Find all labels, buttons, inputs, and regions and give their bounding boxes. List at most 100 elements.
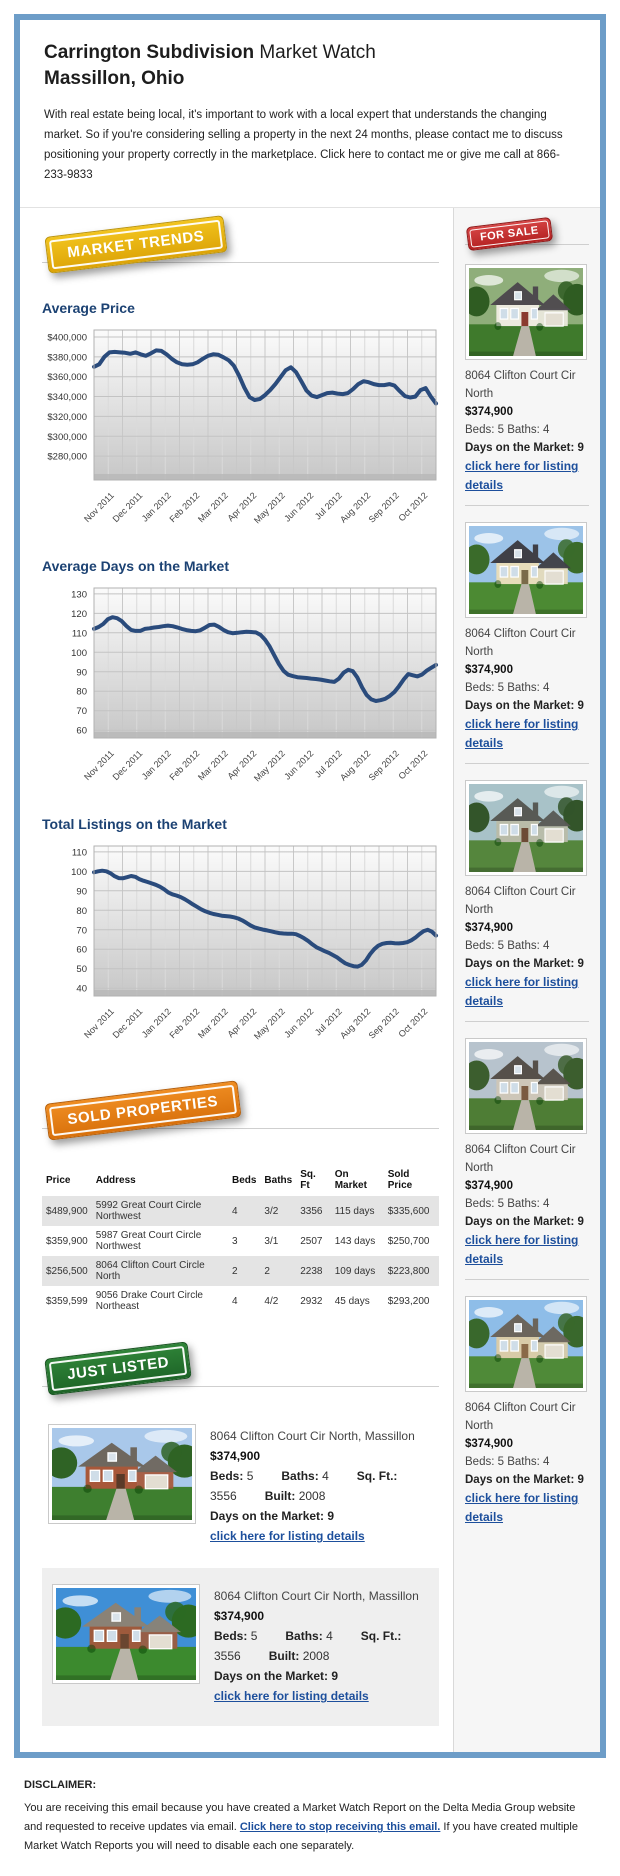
unsubscribe-link[interactable]: Click here to stop receiving this email. [239, 1821, 441, 1834]
chart-title-average-price: Average Price [42, 300, 135, 317]
for-sale-listing[interactable]: 8064 Clifton Court Cir North $374,900 Beds… [465, 1038, 589, 1281]
table-row: $359,599 9056 Drake Court Circle Northeas… [42, 1286, 439, 1316]
sold-table-header: Beds [231, 1174, 257, 1186]
page-title-rest: Market Watch [254, 42, 376, 63]
listing-details-link[interactable]: click here for listing details [214, 1689, 369, 1704]
listing-details-link[interactable]: click here for listing details [465, 1233, 579, 1267]
divider [42, 1128, 439, 1130]
report-header: Carrington Subdivision Market Watch Mass… [20, 20, 600, 199]
listing-address: 8064 Clifton Court Cir North [465, 370, 576, 401]
svg-text:Sep 2012: Sep 2012 [367, 1007, 401, 1041]
sold-table-header: Baths [264, 1174, 293, 1186]
spec: Sq. Ft.: 3556 [210, 1469, 398, 1504]
svg-text:Jun 2012: Jun 2012 [282, 1007, 315, 1040]
just-listed-list: 8064 Clifton Court Cir North, Massillon $… [42, 1410, 439, 1727]
svg-text:$320,000: $320,000 [47, 412, 87, 423]
svg-text:Mar 2012: Mar 2012 [196, 1007, 230, 1041]
listing-price: $374,900 [465, 664, 513, 677]
listing-details-link[interactable]: click here for listing details [465, 975, 579, 1009]
svg-text:$400,000: $400,000 [47, 333, 87, 344]
for-sale-sidebar: FOR SALE 8064 Clifton Court Cir North $37… [453, 208, 600, 1753]
listing-days-on-market: Days on the Market: 9 [465, 958, 584, 971]
table-cell: $489,900 [46, 1205, 88, 1217]
report-frame: Carrington Subdivision Market Watch Mass… [14, 14, 606, 1759]
property-photo [465, 522, 587, 619]
house-photo-illustration [56, 1588, 196, 1681]
for-sale-list: 8064 Clifton Court Cir North $374,900 Beds… [465, 264, 589, 1527]
listing-price: $374,900 [210, 1449, 261, 1464]
listing-address: 8064 Clifton Court Cir North [465, 1144, 576, 1175]
listing-details-link[interactable]: click here for listing details [465, 717, 579, 751]
table-cell: $250,700 [387, 1235, 430, 1247]
property-photo [48, 1424, 196, 1525]
table-row: $359,900 5987 Great Court Circle Northwes… [42, 1226, 439, 1256]
listing-details-link[interactable]: click here for listing details [210, 1529, 365, 1544]
svg-text:$280,000: $280,000 [47, 452, 87, 463]
svg-text:Dec 2011: Dec 2011 [111, 749, 145, 783]
svg-text:Dec 2011: Dec 2011 [111, 491, 145, 525]
table-cell: 3 [231, 1235, 238, 1247]
svg-text:60: 60 [76, 945, 87, 956]
svg-text:May 2012: May 2012 [252, 1007, 287, 1042]
listing-price: $374,900 [465, 406, 513, 419]
table-cell: 9056 Drake Court Circle Northeast [95, 1290, 203, 1313]
listing-address: 8064 Clifton Court Cir North, Massillon [210, 1429, 415, 1444]
svg-text:60: 60 [76, 726, 87, 737]
svg-text:90: 90 [76, 668, 87, 679]
listing-beds-baths: Beds: 5 Baths: 4 [465, 940, 550, 953]
just-listed-item[interactable]: 8064 Clifton Court Cir North, Massillon $… [42, 1410, 439, 1562]
table-cell: $335,600 [387, 1205, 430, 1217]
svg-text:80: 80 [76, 687, 87, 698]
house-photo-illustration [469, 526, 583, 615]
table-cell: 3/2 [264, 1205, 279, 1217]
table-cell: $293,200 [387, 1295, 430, 1307]
spec: Beds: 5 [210, 1469, 254, 1484]
for-sale-listing[interactable]: 8064 Clifton Court Cir North $374,900 Beds… [465, 780, 589, 1023]
svg-text:Oct 2012: Oct 2012 [397, 491, 430, 524]
table-cell: 4 [231, 1205, 238, 1217]
content-columns: MARKET TRENDS Average Price $400,000 $380… [20, 207, 600, 1753]
listing-text: 8064 Clifton Court Cir North $374,900 Beds… [465, 625, 589, 753]
sold-table-header: Price [46, 1174, 71, 1186]
spec: Beds: 5 [214, 1629, 258, 1644]
house-photo-illustration [469, 1300, 583, 1389]
listing-address: 8064 Clifton Court Cir North [465, 628, 576, 659]
main-column: MARKET TRENDS Average Price $400,000 $380… [20, 208, 453, 1752]
table-cell: $223,800 [387, 1265, 430, 1277]
table-cell: 2 [264, 1265, 270, 1277]
svg-text:50: 50 [76, 965, 87, 976]
page-title-bold: Carrington Subdivision [44, 42, 255, 63]
divider [465, 763, 589, 765]
listing-days-on-market: Days on the Market: 9 [465, 442, 584, 455]
svg-text:Mar 2012: Mar 2012 [196, 491, 230, 525]
table-cell: $359,900 [46, 1235, 88, 1247]
sold-table-header: Sq. Ft [300, 1169, 316, 1192]
listing-beds-baths: Beds: 5 Baths: 4 [465, 1456, 550, 1469]
listing-details-link[interactable]: click here for listing details [465, 459, 579, 493]
svg-text:Nov 2011: Nov 2011 [82, 491, 116, 525]
page-title: Carrington Subdivision Market Watch [44, 40, 576, 67]
just-listed-item[interactable]: 8064 Clifton Court Cir North, Massillon $… [42, 1568, 439, 1727]
svg-text:Oct 2012: Oct 2012 [397, 1007, 430, 1040]
svg-text:Nov 2011: Nov 2011 [82, 1007, 116, 1041]
house-photo-illustration [469, 1042, 583, 1131]
listing-price: $374,900 [465, 1180, 513, 1193]
listing-price: $374,900 [465, 922, 513, 935]
disclaimer-heading: DISCLAIMER: [24, 1779, 97, 1792]
listing-text: 8064 Clifton Court Cir North, Massillon $… [210, 1424, 431, 1546]
listing-days-on-market: Days on the Market: 9 [465, 1474, 584, 1487]
divider [42, 262, 439, 264]
for-sale-listing[interactable]: 8064 Clifton Court Cir North $374,900 Beds… [465, 1296, 589, 1527]
house-photo-illustration [52, 1428, 192, 1521]
listing-details-link[interactable]: click here for listing details [465, 1491, 579, 1525]
divider [465, 505, 589, 507]
for-sale-badge-row: FOR SALE [465, 217, 589, 258]
table-cell: 109 days [334, 1265, 376, 1277]
for-sale-listing[interactable]: 8064 Clifton Court Cir North $374,900 Beds… [465, 264, 589, 507]
spec: Baths: 4 [285, 1629, 333, 1644]
for-sale-listing[interactable]: 8064 Clifton Court Cir North $374,900 Beds… [465, 522, 589, 765]
listing-days-on-market: Days on the Market: 9 [214, 1669, 339, 1684]
listing-address: 8064 Clifton Court Cir North [465, 1402, 576, 1433]
average-days-chart: 130 120 110 100 90 80 70 60 Nov 2011 Dec 2011 Jan … [42, 582, 439, 796]
listing-specs: Beds: 5 Baths: 4 Sq. Ft.: 3556 Built: 2008 [210, 1466, 431, 1506]
